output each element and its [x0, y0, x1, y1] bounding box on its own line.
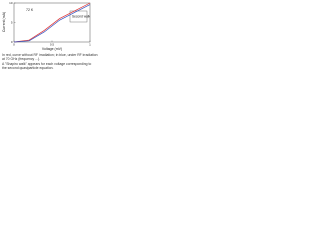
y-tick-label: 0 [11, 40, 13, 44]
x-tick-label: 1 [89, 42, 91, 46]
caption-line: the second quasiparticle equation. [2, 65, 54, 70]
caption-line: at 70 GHz (frequency ...). [2, 57, 41, 62]
data-line [13, 4, 91, 43]
x-tick-label: 0 [13, 42, 15, 46]
x-tick-label: 0.5 [50, 42, 55, 46]
data-line [13, 2, 91, 43]
caption: In red, curve without RF irradiation; in… [2, 53, 99, 70]
chart: Current (mA) Voltage (mV) 72 K Second wa… [2, 1, 91, 51]
annotation: 72 K [26, 8, 34, 12]
page: Current (mA) Voltage (mV) 72 K Second wa… [0, 0, 100, 87]
annotation-box [69, 10, 88, 23]
caption-line: A "Shapiro walk" appears for each voltag… [2, 61, 92, 66]
x-axis-label: Voltage (mV) [42, 47, 62, 51]
y-tick-label: 5 [11, 20, 13, 24]
caption-line: In red, curve without RF irradiation; in… [2, 53, 98, 57]
annotation: Second walk [72, 14, 90, 18]
y-tick-label: 10 [9, 1, 13, 5]
y-axis-label: Current (mA) [2, 12, 6, 32]
